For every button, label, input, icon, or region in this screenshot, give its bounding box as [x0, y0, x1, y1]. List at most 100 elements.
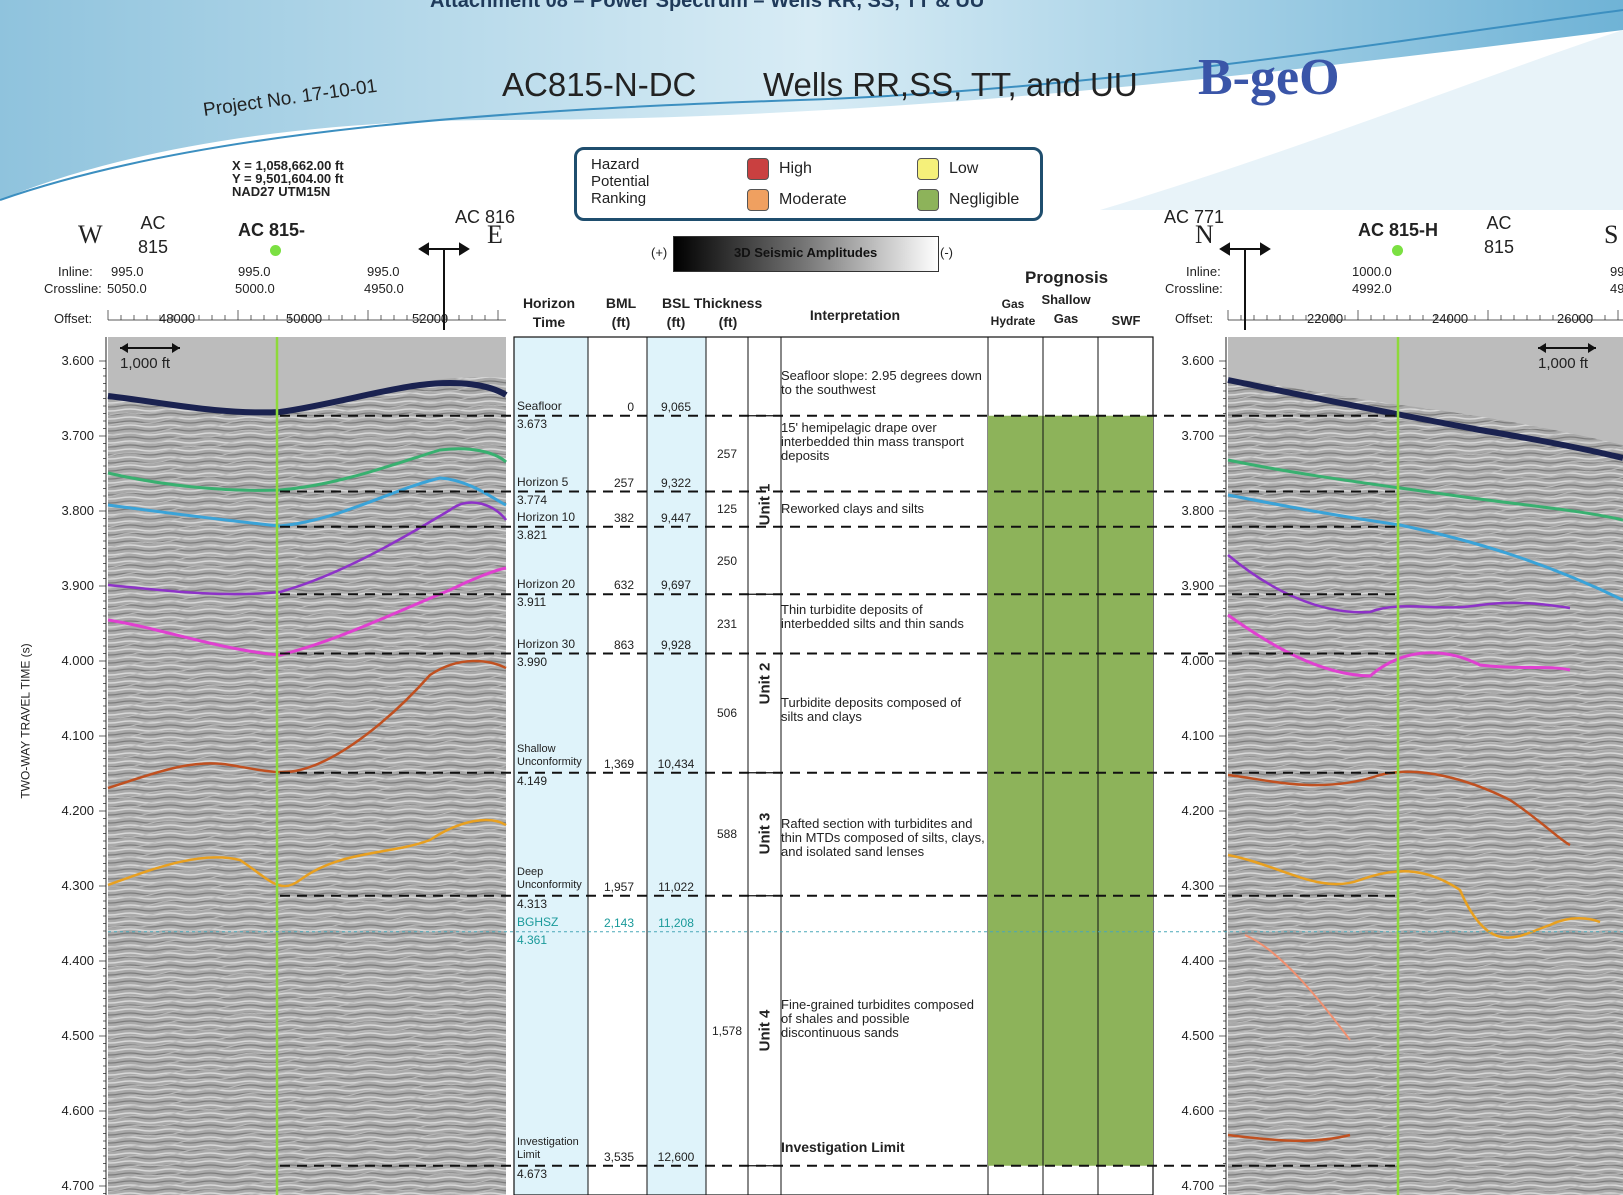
right-inline-2: 99	[1610, 264, 1623, 279]
legend-label-low: Low	[949, 160, 979, 177]
y-axis-label: TWO-WAY TRAVEL TIME (s)	[18, 643, 33, 799]
left-seafloor-line	[107, 380, 508, 416]
y-tick-label: 4.500	[1181, 1028, 1214, 1043]
horizon-name: BGHSZ	[517, 914, 559, 929]
header-banner	[0, 0, 1623, 210]
legend-swatch-negligible	[917, 189, 939, 211]
coordinate-readout: X = 1,058,662.00 ft Y = 9,501,604.00 ft …	[232, 158, 344, 199]
legend-swatch-moderate	[747, 189, 769, 211]
y-tick-label: 4.000	[61, 653, 94, 668]
y-tick-label: 4.300	[61, 878, 94, 893]
interpretation-text: Investigation Limit	[781, 1138, 905, 1155]
right-fault-line	[1244, 934, 1351, 1041]
legend-item-negligible: Negligible	[917, 189, 1019, 211]
interpretation-text: Thin turbidite deposits of interbedded s…	[781, 601, 964, 631]
unit-label: Unit 3	[756, 812, 774, 855]
left-inline-3: 995.0	[367, 264, 400, 279]
legend-swatch-low	[917, 158, 939, 180]
col-horizon-time: Horizon Time	[522, 295, 576, 330]
y-tick-label: 4.400	[61, 953, 94, 968]
horizon-bsl: 9,065	[660, 399, 692, 414]
bsl-column-bg	[647, 337, 706, 1195]
horizon-name: Investigation Limit	[517, 1135, 579, 1161]
horizon-bml: 863	[613, 637, 634, 652]
horizon-time: 3.774	[517, 492, 548, 507]
amplitude-plus: (+)	[651, 245, 668, 260]
y-tick-label: 4.700	[1181, 1178, 1214, 1193]
right-crossline-2: 49	[1610, 281, 1623, 296]
right-offset-2: 24000	[1432, 311, 1469, 326]
block-name: AC815-N-DC	[502, 66, 697, 103]
legend-item-low: Low	[917, 158, 978, 180]
y-tick-label: 3.600	[1181, 353, 1214, 368]
right-deep-horizon-line	[1227, 1133, 1351, 1143]
left-deep-unconformity-line	[107, 818, 507, 888]
left-offset-1: 48000	[159, 311, 196, 326]
left-offset-label: Offset:	[54, 311, 93, 326]
horizon-time: 4.313	[517, 896, 548, 911]
unit-label: Unit 1	[756, 483, 774, 526]
horizon-time: 3.821	[517, 527, 548, 542]
interpretation-text: Reworked clays and silts	[781, 501, 925, 516]
horizon-bsl: 11,208	[658, 915, 694, 930]
legend-item-moderate: Moderate	[747, 189, 847, 211]
y-tick-label: 4.200	[1181, 803, 1214, 818]
y-tick-label: 3.700	[61, 428, 94, 443]
left-offset-3: 52000	[412, 311, 449, 326]
horizon-bsl: 9,447	[660, 510, 692, 525]
hazard-legend: Hazard Potential Ranking High Moderate L…	[574, 147, 1043, 221]
y-tick-label: 3.800	[61, 503, 94, 518]
legend-title: Hazard Potential Ranking	[591, 156, 650, 207]
interpretation-text: Rafted section with turbidites and thin …	[781, 816, 985, 859]
interpretation-text: Turbidite deposits composed of silts and…	[781, 695, 962, 725]
right-inline-1: 1000.0	[1352, 264, 1392, 279]
right-well-dot	[1392, 245, 1403, 256]
amplitude-label: 3D Seismic Amplitudes	[734, 245, 878, 260]
left-offset-2: 50000	[286, 311, 323, 326]
horizon-time: 4.673	[517, 1166, 548, 1181]
y-tick-label: 4.100	[1181, 728, 1214, 743]
y-tick-label: 4.500	[61, 1028, 94, 1043]
left-shallow-unconformity-line	[107, 659, 507, 790]
right-shallow-unconformity-line	[1227, 770, 1571, 847]
right-dir-north: N	[1195, 220, 1214, 249]
right-scale-label: 1,000 ft	[1538, 355, 1589, 372]
col-bml: BML (ft)	[605, 295, 637, 330]
horizon-bml: 2,143	[603, 915, 634, 930]
thickness-value: 588	[716, 827, 738, 842]
right-block-ac771: AC 771	[1164, 207, 1225, 227]
horizon-bml: 257	[613, 475, 634, 490]
thickness-value: 506	[716, 706, 738, 721]
left-inline-label: Inline:	[58, 264, 93, 279]
horizon-bml: 3,535	[603, 1149, 634, 1164]
wells-title: Wells RR,SS, TT, and UU	[763, 66, 1138, 103]
right-seafloor-line	[1227, 377, 1623, 461]
left-horizon-20-line	[107, 501, 508, 596]
horizon-bml: 632	[613, 578, 634, 593]
y-tick-label: 4.300	[1181, 878, 1214, 893]
right-horizon-10-line	[1227, 493, 1623, 602]
horizon-bsl: 12,600	[657, 1149, 695, 1164]
horizon-bsl: 10,434	[657, 756, 695, 771]
left-inline-2: 995.0	[238, 264, 271, 279]
amplitude-minus: (-)	[940, 245, 953, 260]
interpretation-text: Fine-grained turbidites composed of shal…	[781, 996, 974, 1040]
unit-label: Unit 2	[756, 662, 774, 704]
left-block-ac816: AC 816	[455, 207, 516, 227]
right-offset-label: Offset:	[1175, 311, 1214, 326]
left-crossline-label: Crossline:	[44, 281, 102, 296]
company-logo: B-geO	[1198, 49, 1340, 106]
legend-label-moderate: Moderate	[779, 191, 847, 208]
horizon-time: 4.361	[517, 932, 548, 947]
horizon-time: 3.911	[517, 595, 547, 610]
thickness-value: 250	[716, 553, 738, 568]
attachment-title: Attachment 08 – Power Spectrum – Wells R…	[430, 0, 985, 12]
horizon-bsl: 9,697	[660, 578, 692, 593]
y-tick-label: 3.900	[61, 578, 94, 593]
horizon-bml: 1,957	[603, 879, 634, 894]
horizon-bsl: 9,322	[660, 475, 692, 490]
left-horizon-5-line	[107, 447, 508, 492]
horizon-name: Horizon 20	[517, 577, 576, 592]
left-inline-1: 995.0	[111, 264, 144, 279]
